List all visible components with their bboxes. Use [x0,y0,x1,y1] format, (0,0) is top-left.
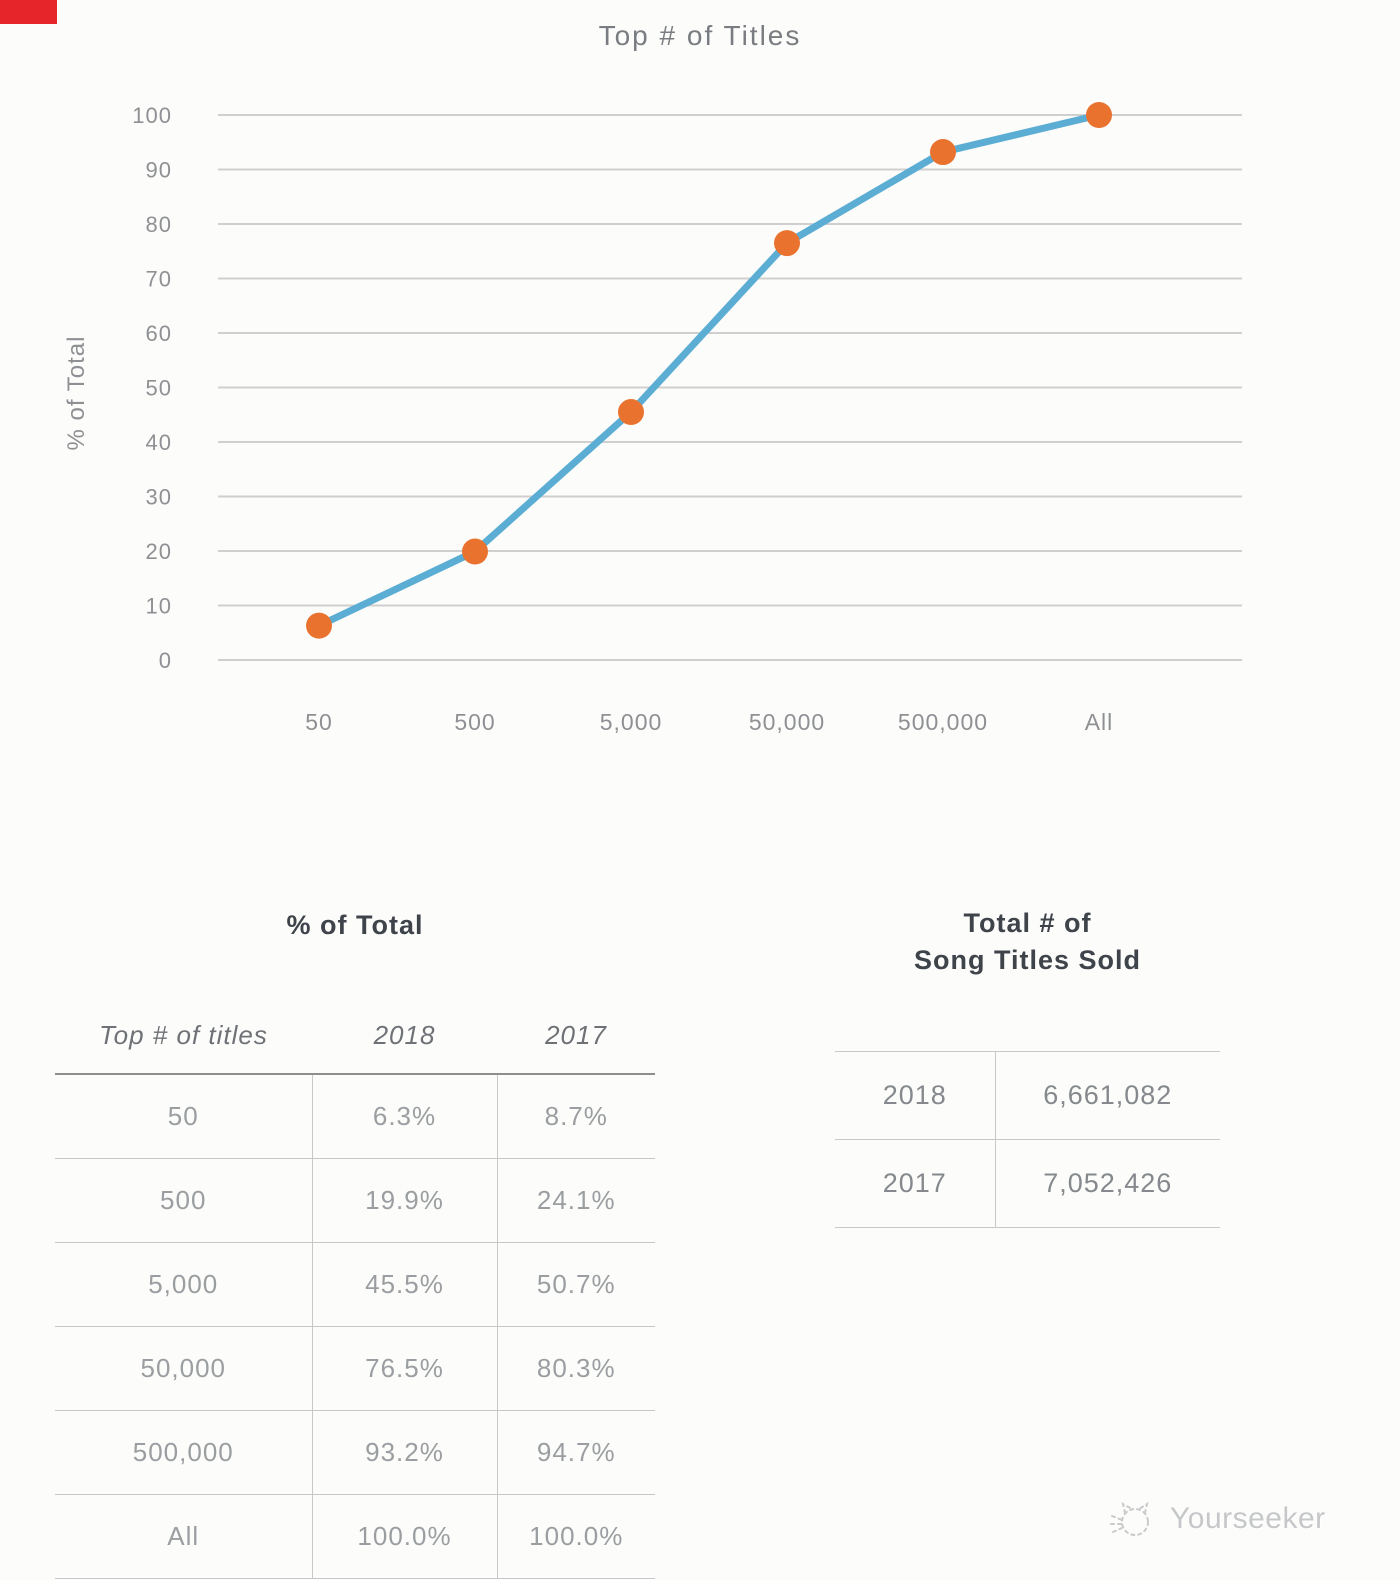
table-row: 50 6.3% 8.7% [55,1074,655,1159]
column-header-2017: 2017 [497,945,655,1075]
table-row: 2017 7,052,426 [835,1139,1220,1228]
percent-of-total-table: % of Total Top # of titles 2018 2017 50 6… [55,905,655,1579]
chart-title: Top # of Titles [598,20,802,51]
right-table-title-line2: Song Titles Sold [913,945,1142,975]
x-tick-label: 500,000 [898,709,988,735]
data-point [618,399,644,426]
data-point [306,612,332,639]
total-titles-sold-table: Total # of Song Titles Sold 2018 6,661,08… [835,905,1220,1228]
red-corner-mark [0,0,57,24]
y-tick-label: 70 [146,267,172,292]
table-cell: 50,000 [55,1326,312,1411]
line-chart-canvas: 0 10 20 30 40 50 60 70 80 90 100 50 500 5,000 50,000 50… [132,102,1242,735]
table-cell: 93.2% [311,1410,497,1495]
table-cell: 100.0% [496,1494,655,1579]
data-point [1086,102,1112,128]
y-tick-label: 40 [146,430,172,455]
table-cell: 50.7% [496,1242,655,1327]
table-cell: 6,661,082 [994,1051,1220,1140]
column-header-2018: 2018 [312,945,497,1075]
y-tick-label: 20 [146,539,172,564]
table-row: 5,000 45.5% 50.7% [55,1242,655,1327]
y-tick-label: 60 [146,321,172,346]
table-cell: All [55,1494,312,1579]
line-chart-section: Top # of Titles % of Total 0 10 20 30 40 50 60… [63,20,1242,735]
y-tick-label: 90 [146,158,172,183]
series-line [315,111,1103,630]
table-row: 500,000 93.2% 94.7% [55,1410,655,1495]
table-cell: 8.7% [496,1074,655,1159]
y-tick-label: 30 [146,485,172,510]
data-point [930,139,956,166]
table-cell: 2018 [835,1051,995,1140]
table-cell: 80.3% [496,1326,655,1411]
x-tick-label: 50,000 [749,709,825,735]
y-tick-label: 50 [146,376,172,401]
table-cell: 24.1% [496,1158,655,1243]
table-row: 2018 6,661,082 [835,1051,1220,1140]
x-tick-label: 500 [454,709,495,735]
table-row: All 100.0% 100.0% [55,1494,655,1579]
y-tick-label: 10 [146,594,172,619]
table-cell: 45.5% [311,1242,497,1327]
table-row: 50,000 76.5% 80.3% [55,1326,655,1411]
table-cell: 5,000 [55,1242,312,1327]
table-cell: 7,052,426 [994,1139,1220,1228]
table-cell: 500 [55,1158,312,1243]
table-cell: 100.0% [311,1494,497,1579]
data-point [462,538,488,565]
table-header-row: Top # of titles 2018 2017 [55,945,655,1075]
table-row: 500 19.9% 24.1% [55,1158,655,1243]
watermark-text: Yourseeker [1170,1502,1326,1535]
y-tick-label: 80 [146,212,172,237]
table-cell: 6.3% [311,1074,497,1159]
y-tick-label: 0 [159,648,172,673]
table-cell: 19.9% [311,1158,497,1243]
right-table-title: Total # of Song Titles Sold [835,905,1220,979]
y-tick-label: 100 [132,103,172,128]
table-cell: 76.5% [311,1326,497,1411]
column-header-top-titles: Top # of titles [55,945,312,1075]
x-tick-label: 5,000 [600,709,663,735]
table-cell: 500,000 [55,1410,312,1495]
totals-table: 2018 6,661,082 2017 7,052,426 [835,1051,1220,1228]
percent-table: Top # of titles 2018 2017 50 6.3% 8.7% 500 1… [55,945,655,1579]
left-table-title: % of Total [286,910,424,940]
right-table-title-line1: Total # of [963,908,1092,938]
x-tick-label: 50 [305,709,333,735]
yourseeker-watermark: Yourseeker [1108,1493,1326,1545]
data-point [774,230,800,257]
table-cell: 2017 [835,1139,995,1228]
cat-icon [1110,1501,1149,1536]
table-cell: 50 [55,1074,312,1159]
table-cell: 94.7% [496,1410,655,1495]
x-tick-label: All [1085,709,1114,735]
